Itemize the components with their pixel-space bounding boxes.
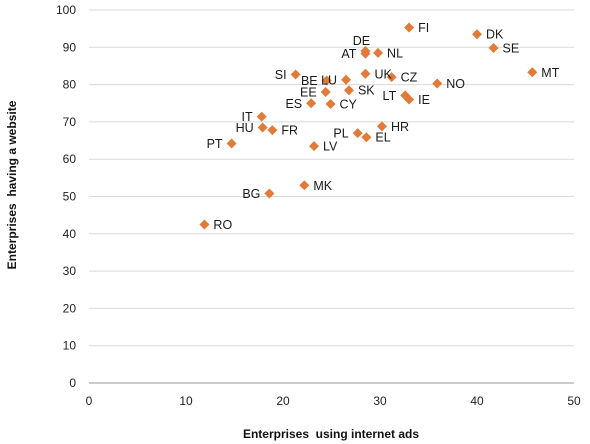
data-point-ee <box>320 87 331 98</box>
y-tick-label-5: 50 <box>63 190 77 204</box>
y-tick-label-1: 10 <box>63 339 77 353</box>
point-label-ie: IE <box>418 93 430 107</box>
point-label-uk: UK <box>374 67 392 81</box>
y-tick-label-6: 60 <box>63 152 77 166</box>
data-point-nl <box>373 47 384 58</box>
data-point-ro <box>199 219 210 230</box>
point-label-cz: CZ <box>401 71 418 85</box>
point-label-lt: LT <box>383 89 397 103</box>
point-label-mk: MK <box>313 179 332 193</box>
y-tick-label-10: 100 <box>56 3 76 17</box>
x-tick-label-1: 10 <box>179 394 193 408</box>
y-tick-label-2: 20 <box>63 301 77 315</box>
data-point-mt <box>527 67 538 78</box>
y-tick-label-8: 80 <box>63 78 77 92</box>
x-tick-label-0: 0 <box>86 394 93 408</box>
data-point-pt <box>226 138 237 149</box>
point-label-sk: SK <box>358 84 375 98</box>
data-point-es <box>306 98 317 109</box>
data-point-ie <box>404 94 415 105</box>
data-point-dk <box>472 29 482 40</box>
x-tick-label-5: 50 <box>567 394 581 408</box>
data-point-no <box>432 78 443 89</box>
data-point-hu <box>257 122 268 133</box>
data-point-se <box>488 43 499 54</box>
point-label-fi: FI <box>418 21 429 35</box>
data-point-lu <box>341 74 352 85</box>
point-label-mt: MT <box>541 66 559 80</box>
point-label-no: NO <box>446 77 465 91</box>
y-tick-labels: 0 10 20 30 40 50 60 70 80 90 100 <box>56 3 76 390</box>
point-label-hr: HR <box>391 120 409 134</box>
data-point-uk <box>360 68 371 79</box>
x-axis-title: Enterprises using internet ads <box>243 427 419 441</box>
data-point-mk <box>299 180 310 191</box>
y-tick-label-0: 0 <box>69 376 76 390</box>
data-point-lv <box>309 141 320 152</box>
point-label-it: IT <box>242 110 253 124</box>
point-label-fr: FR <box>281 124 298 138</box>
point-label-hu: HU <box>236 121 254 135</box>
data-point-sk <box>343 85 354 96</box>
data-point-fi <box>404 22 415 33</box>
y-axis-title: Enterprises having a website <box>5 100 19 269</box>
gridlines <box>89 9 574 347</box>
data-point-cy <box>325 98 336 109</box>
x-tick-label-3: 30 <box>373 394 387 408</box>
data-point-at <box>360 48 371 59</box>
y-tick-label-4: 40 <box>63 227 77 241</box>
data-point-it <box>256 111 267 122</box>
point-label-el: EL <box>375 131 390 145</box>
y-tick-label-9: 90 <box>63 40 77 54</box>
point-label-se: SE <box>502 42 519 56</box>
point-label-ee: EE <box>300 86 317 100</box>
data-point-be <box>321 75 332 86</box>
point-label-de: DE <box>353 34 370 48</box>
point-label-pl: PL <box>333 127 348 141</box>
point-label-at: AT <box>341 47 356 61</box>
y-tick-label-3: 30 <box>63 264 77 278</box>
point-label-si: SI <box>275 68 287 82</box>
data-point-fr <box>267 125 278 136</box>
y-tick-label-7: 70 <box>63 115 77 129</box>
data-points <box>199 22 538 230</box>
data-point-si <box>290 69 301 80</box>
data-point-cz <box>386 72 397 83</box>
data-point-bg <box>264 188 275 199</box>
point-label-cy: CY <box>340 97 358 111</box>
point-label-nl: NL <box>387 46 403 60</box>
point-label-pt: PT <box>207 137 223 151</box>
point-label-lv: LV <box>323 140 338 154</box>
data-point-el <box>361 132 372 143</box>
point-label-ro: RO <box>213 218 232 232</box>
point-label-bg: BG <box>242 187 260 201</box>
data-point-hr <box>376 121 387 132</box>
point-label-lu: LU <box>321 73 337 87</box>
x-tick-label-2: 20 <box>276 394 290 408</box>
point-label-be: BE <box>301 74 318 88</box>
data-point-pl <box>352 128 363 139</box>
x-tick-label-4: 40 <box>470 394 484 408</box>
point-label-dk: DK <box>486 28 504 42</box>
point-label-es: ES <box>285 97 302 111</box>
x-tick-labels: 0 10 20 30 40 50 <box>86 394 581 408</box>
